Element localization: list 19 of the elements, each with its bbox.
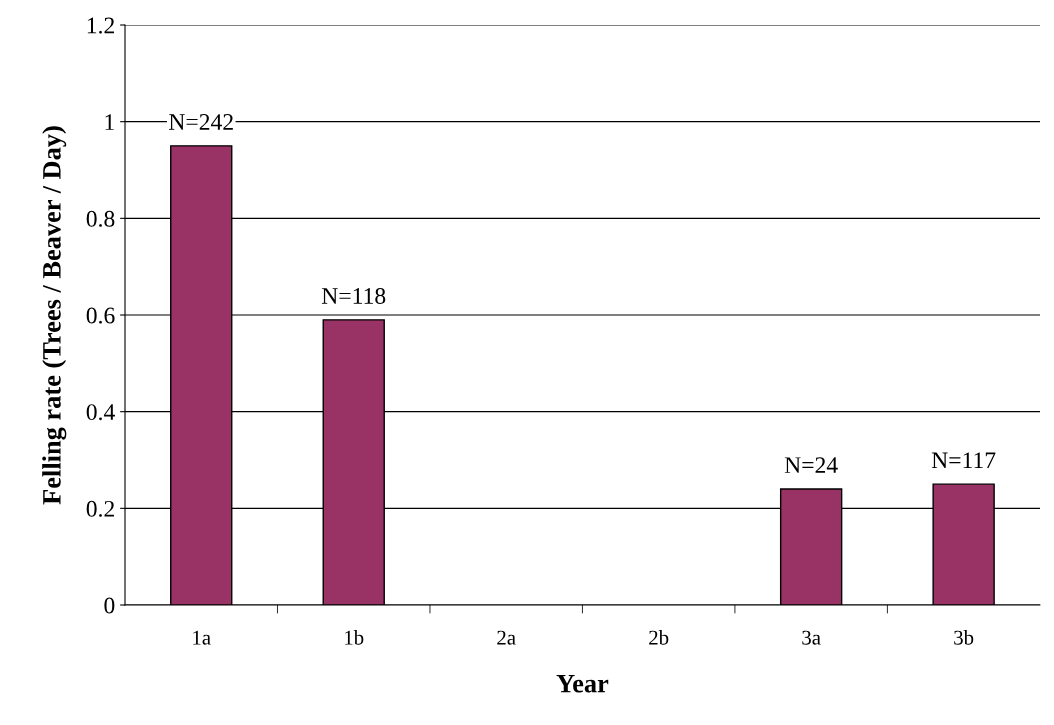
- x-tick-label: 1b: [345, 630, 364, 645]
- y-tick-label: 0: [104, 597, 115, 614]
- y-tick-label: 0.8: [86, 210, 115, 227]
- x-tick-label: 2b: [649, 630, 669, 645]
- y-axis-title: Felling rate (Trees / Beaver / Day): [42, 126, 67, 505]
- x-tick-label: 1a: [193, 630, 211, 645]
- annotation: N=117: [931, 452, 996, 469]
- annotation: N=242: [169, 114, 233, 130]
- annotation: N=118: [321, 288, 386, 304]
- x-tick-label: 2a: [497, 630, 516, 645]
- y-tick-label: 1.2: [87, 17, 114, 34]
- x-axis-title: Year: [556, 674, 609, 693]
- y-tick-label: 0.6: [86, 307, 115, 324]
- x-tick-label: 3b: [954, 630, 974, 645]
- x-tick-label: 3a: [802, 630, 821, 645]
- y-tick-label: 0.2: [86, 500, 114, 517]
- y-tick-label: 0.4: [86, 404, 115, 421]
- y-tick-label: 1: [105, 114, 114, 130]
- annotation: N=24: [784, 457, 838, 473]
